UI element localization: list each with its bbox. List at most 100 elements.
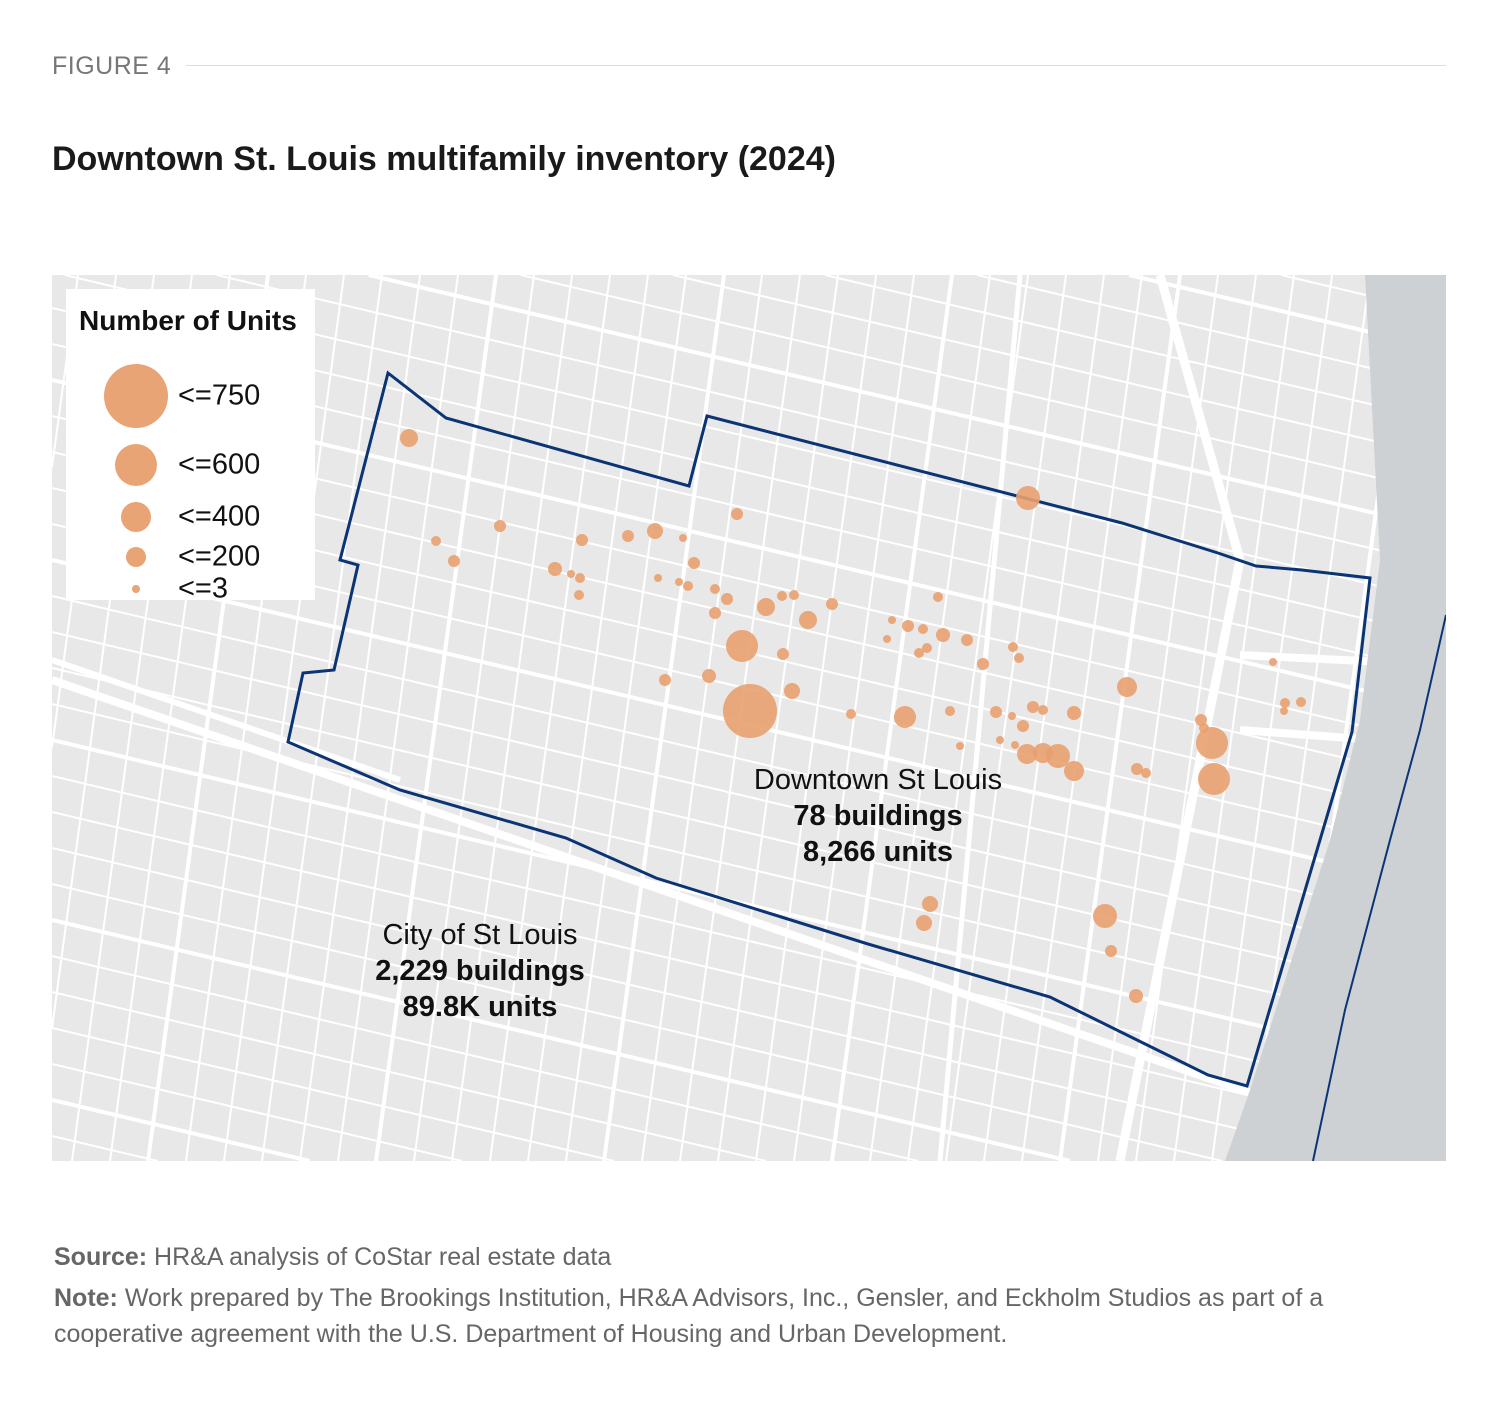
downtown-units: 8,266 units	[803, 836, 953, 868]
street	[52, 847, 1375, 1161]
building-dot	[799, 611, 817, 629]
legend-circle	[126, 547, 146, 567]
legend-item-200: <=200	[66, 541, 315, 573]
street	[489, 275, 611, 1161]
legend-label: <=750	[178, 379, 261, 412]
footnote: Note: Work prepared by The Brookings Ins…	[54, 1280, 1454, 1352]
building-dot	[709, 607, 721, 619]
building-dot	[622, 530, 634, 542]
building-dot	[721, 593, 733, 605]
city-name: City of St Louis	[382, 919, 578, 951]
building-dot	[936, 628, 950, 642]
river	[1225, 275, 1446, 1161]
street	[299, 275, 421, 1161]
building-dot	[1129, 989, 1143, 1003]
street	[945, 275, 1067, 1161]
building-dot	[784, 683, 800, 699]
city-buildings: 2,229 buildings	[375, 955, 585, 987]
building-dot	[683, 581, 693, 591]
building-dot	[945, 706, 955, 716]
city-units: 89.8K units	[402, 991, 558, 1023]
downtown-label: Downtown St Louis 78 buildings 8,266 uni…	[728, 762, 1028, 870]
building-dot	[1141, 768, 1151, 778]
building-dot	[956, 742, 964, 750]
building-dot	[679, 534, 687, 542]
building-dot	[1280, 707, 1288, 715]
street	[520, 275, 1446, 495]
figure-label: FIGURE 4	[52, 52, 172, 80]
building-dot	[567, 570, 575, 578]
street	[413, 275, 535, 1161]
building-dot	[916, 915, 932, 931]
building-dot	[757, 598, 775, 616]
street	[641, 275, 763, 1161]
building-dot	[777, 591, 787, 601]
street	[216, 275, 1446, 567]
street	[52, 1027, 615, 1161]
building-dot	[1008, 712, 1016, 720]
street	[52, 1135, 158, 1161]
street	[52, 811, 1446, 1143]
building-dot	[1117, 677, 1137, 697]
building-dot	[1017, 744, 1037, 764]
building-dot	[1014, 653, 1024, 663]
building-dot	[1198, 763, 1230, 795]
legend-circle	[115, 444, 157, 486]
building-dot	[654, 574, 662, 582]
building-dot	[846, 709, 856, 719]
street	[824, 275, 1446, 423]
street	[976, 275, 1446, 387]
legend-item-3: <=3	[66, 573, 315, 605]
street	[672, 275, 1446, 459]
highway	[937, 275, 1023, 1161]
building-dot	[922, 643, 932, 653]
building-dot	[675, 578, 683, 586]
street	[52, 883, 1223, 1161]
building-dot	[723, 684, 777, 738]
street	[52, 1098, 311, 1161]
street	[717, 275, 839, 1161]
building-dot	[883, 635, 891, 643]
building-dot	[922, 896, 938, 912]
legend-item-750: <=750	[66, 364, 315, 428]
source-label: Source:	[54, 1243, 148, 1271]
highway	[1155, 275, 1245, 562]
street	[830, 275, 954, 1161]
note-label: Note:	[54, 1284, 118, 1312]
building-dot	[400, 429, 418, 447]
building-dot	[789, 590, 799, 600]
building-dot	[1064, 761, 1084, 781]
building-dot	[731, 508, 743, 520]
street	[1021, 275, 1143, 1161]
street	[527, 275, 649, 1161]
building-dot	[726, 630, 758, 662]
building-dot	[996, 736, 1004, 744]
building-dot	[933, 592, 943, 602]
building-dot	[961, 634, 973, 646]
note-text: Work prepared by The Brookings Instituti…	[54, 1284, 1324, 1348]
building-dot	[888, 616, 896, 624]
street	[337, 275, 459, 1161]
building-dot	[1269, 658, 1277, 666]
street	[983, 275, 1105, 1161]
downtown-name: Downtown St Louis	[753, 764, 1003, 796]
building-dot	[902, 620, 914, 632]
city-label: City of St Louis 2,229 buildings 89.8K u…	[330, 917, 630, 1025]
building-dot	[894, 706, 916, 728]
building-dot	[918, 624, 928, 634]
building-dot	[777, 648, 789, 660]
street	[451, 275, 573, 1161]
street	[52, 955, 919, 1161]
building-dot	[431, 536, 441, 546]
street	[368, 275, 1446, 532]
legend-title: Number of Units	[79, 305, 297, 336]
building-dot	[659, 674, 671, 686]
header-rule	[186, 65, 1446, 66]
building-dot	[1027, 701, 1039, 713]
legend-circle	[104, 364, 168, 428]
building-dot	[575, 573, 585, 583]
building-dot	[1011, 741, 1019, 749]
source-text: HR&A analysis of CoStar real estate data	[154, 1243, 612, 1271]
legend-circle	[132, 585, 140, 593]
legend-circle	[121, 502, 151, 532]
